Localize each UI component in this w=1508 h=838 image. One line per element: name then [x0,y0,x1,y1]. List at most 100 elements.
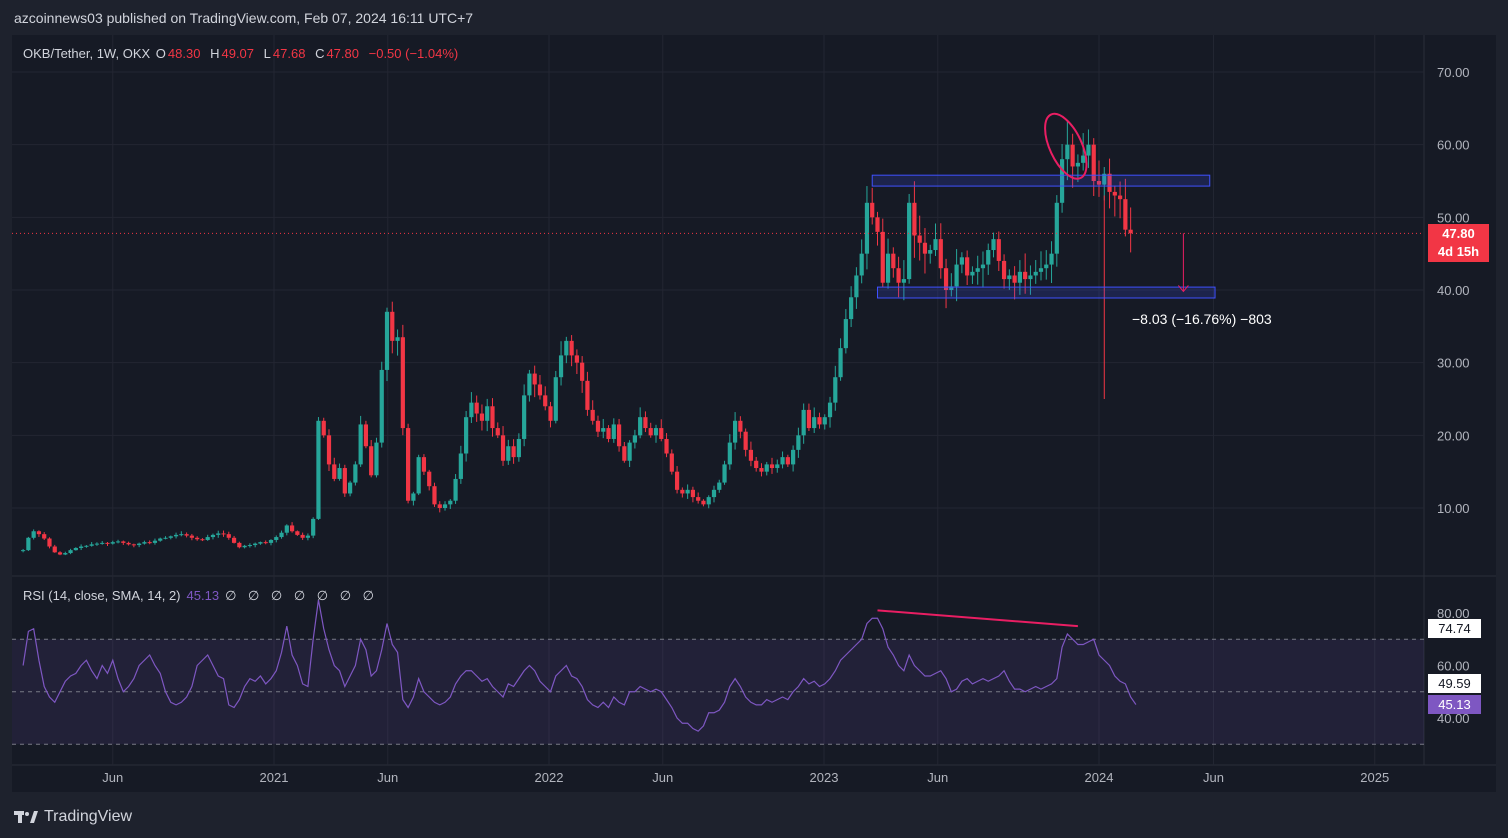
candle-body [1038,268,1044,272]
candle-body [1123,199,1128,230]
candle-body [110,542,115,544]
candle-body [416,457,421,494]
candle-body [1065,144,1070,160]
candle-body [754,460,759,469]
candle-body [1012,275,1017,283]
candle-body [437,504,442,508]
candle-body [791,449,796,465]
candle-body [506,446,511,461]
candle-body [1023,271,1028,280]
candle-body [564,340,569,356]
candle-body [300,534,305,538]
price-tick-label: 20.00 [1437,428,1470,443]
candle-body [295,531,300,535]
candle-body [558,355,564,378]
tradingview-brand[interactable]: TradingView [14,806,132,828]
candle-body [669,453,674,472]
candle-body [706,497,711,505]
time-tick-label: 2025 [1360,770,1389,785]
rsi-legend: RSI (14, close, SMA, 14, 2) 45.13 ∅ ∅ ∅ ∅ … [23,588,378,604]
candle-body [674,471,680,490]
candle-body [479,413,485,421]
candle-body [1054,202,1059,254]
candle-body [453,478,458,501]
candle-body [553,377,558,421]
candle-body [274,537,279,540]
measure-label: −8.03 (−16.76%) −803 [1132,311,1272,327]
candle-body [448,500,453,505]
candle-body [648,428,653,436]
candle-body [901,279,906,283]
candle-body [1107,173,1112,192]
candle-body [63,553,68,555]
candle-body [226,534,231,538]
candle-body [1049,253,1054,265]
candle-body [854,275,859,298]
change-value: −0.50 (−1.04%) [368,46,459,61]
candle-body [949,286,954,290]
last-price-tag: 47.80 4d 15h [1428,224,1489,262]
highlight-ellipse [1044,112,1088,180]
candle-body [859,253,864,276]
symbol-legend: OKB/Tether, 1W, OKX O 48.30 H 49.07 L 47.68… [23,46,464,61]
rsi-tick-label: 80.00 [1437,606,1470,621]
candle-body [643,417,648,429]
time-tick-label: Jun [652,770,673,785]
candle-body [442,504,448,508]
candle-body [221,533,226,535]
candle-body [537,384,543,396]
candle-body [268,539,274,543]
candle-body [1070,144,1075,167]
candle-body [464,417,469,454]
candle-body [664,438,669,454]
candle-body [759,468,764,472]
rsi-current-tag: 45.13 [1428,695,1481,714]
candle-body [458,453,463,479]
candle-body [1028,275,1033,280]
price-tick-label: 60.00 [1437,138,1470,153]
candle-body [601,428,606,432]
candle-body [986,250,991,265]
bar-countdown: 4d 15h [1437,244,1480,259]
support-box [876,286,1216,299]
candle-body [115,541,121,543]
close-value: 47.80 [326,46,359,61]
candle-body [73,547,78,551]
candle-body [500,435,506,461]
candle-body [216,533,221,535]
candle-body [89,544,94,546]
candle-body [959,257,964,265]
candle-body [928,250,933,254]
candle-body [168,536,173,538]
high-key: H [210,46,220,61]
candle-body [469,402,474,418]
tradingview-logo-icon [14,811,38,823]
candle-body [543,395,548,407]
candle-body [406,428,411,501]
candle-body [638,417,643,436]
candle-body [485,406,490,421]
candle-body [701,500,706,505]
candle-body [965,257,970,276]
chart-frame [12,35,1496,792]
candle-body [827,402,833,418]
candle-body [1091,144,1096,181]
candle-body [980,264,986,269]
candle-body [711,489,717,498]
candle-body [907,202,912,280]
candle-body [421,457,427,472]
candle-body [36,531,42,535]
candle-body [727,442,732,465]
candle-body [574,355,579,363]
candle-body [332,464,337,479]
candle-body [843,319,848,349]
resistance-box [871,174,1211,187]
candle-body [933,239,938,251]
candle-body [943,268,949,290]
candle-body [516,438,521,458]
candle-body [42,534,47,539]
candle-body [247,545,252,547]
candle-body [1117,195,1123,200]
candle-body [1075,162,1081,167]
